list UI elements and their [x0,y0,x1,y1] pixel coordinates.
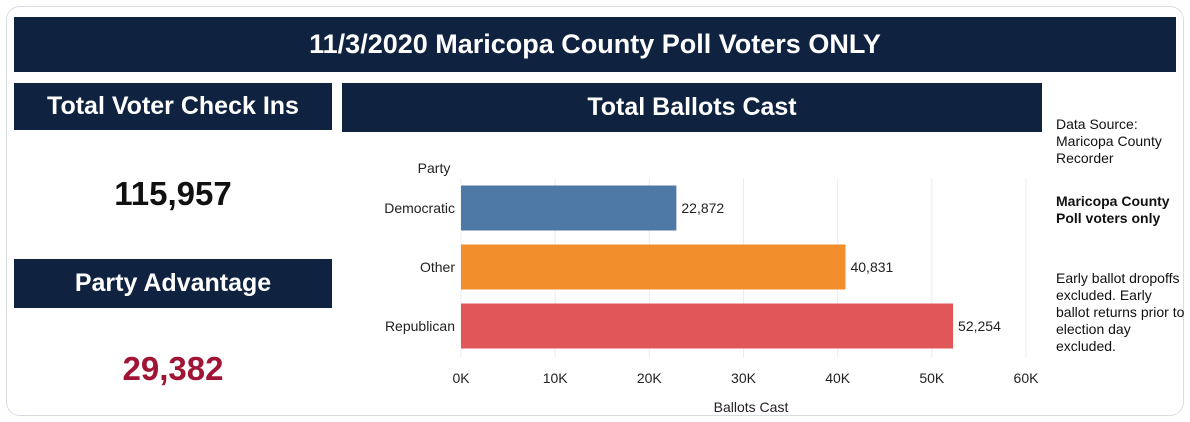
x-tick-label: 20K [637,370,663,386]
ballots-bar-chart: 0K 10K 20K 30K 40K 50K 60K Party Democratic 22,… [384,160,1040,415]
chart-labels: Democratic 22,872 Other 40,831 Republican 52,… [384,200,1001,334]
x-tick-label: 30K [731,370,757,386]
poll-voters-note: Maricopa County Poll voters only [1056,193,1170,226]
bar-democratic [461,185,677,231]
dashboard-title: 11/3/2020 Maricopa County Poll Voters ON… [14,17,1176,72]
category-label: Republican [385,318,455,334]
x-tick-label: 50K [919,370,945,386]
ballots-header: Total Ballots Cast [342,83,1042,132]
x-axis-title: Ballots Cast [714,399,789,415]
bar-value-label: 40,831 [850,259,893,275]
chart-bars [461,185,954,349]
bar-republican [461,303,954,349]
advantage-header: Party Advantage [14,259,332,308]
category-label: Other [420,259,455,275]
x-tick-label: 10K [543,370,569,386]
bar-value-label: 52,254 [958,318,1001,334]
bar-value-label: 22,872 [681,200,724,216]
x-tick-label: 40K [825,370,851,386]
exclusions-note: Early ballot dropoffs excluded. Early ba… [1056,270,1185,354]
x-tick-label: 0K [452,370,470,386]
checkins-value: 115,957 [114,175,232,212]
checkins-header: Total Voter Check Ins [14,83,332,130]
data-source-note: Data Source: Maricopa County Recorder [1056,116,1162,166]
category-axis-title: Party [418,160,451,176]
bar-other [461,244,846,290]
x-tick-label: 60K [1014,370,1040,386]
category-label: Democratic [384,200,455,216]
advantage-value: 29,382 [122,350,224,387]
